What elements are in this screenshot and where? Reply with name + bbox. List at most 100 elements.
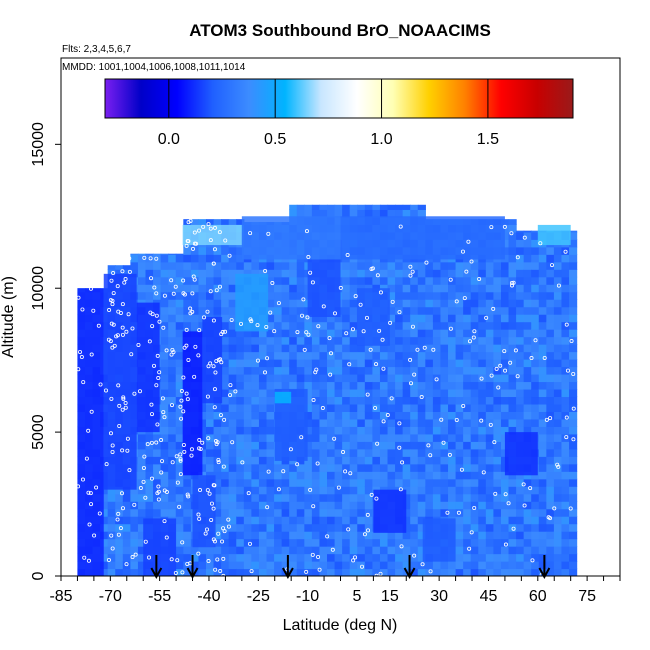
sample-point bbox=[118, 310, 123, 315]
sample-point bbox=[304, 330, 309, 335]
heatmap-cell bbox=[387, 261, 396, 270]
heatmap-cell bbox=[516, 284, 525, 293]
heatmap-cell bbox=[538, 486, 547, 495]
heatmap-cell bbox=[281, 463, 290, 472]
heatmap-cell bbox=[266, 329, 275, 338]
sample-point bbox=[191, 274, 196, 279]
heatmap-cell bbox=[228, 568, 237, 576]
heatmap-cell bbox=[364, 523, 373, 532]
heatmap-cell bbox=[160, 261, 169, 270]
heatmap-cell bbox=[334, 433, 343, 442]
heatmap-cell bbox=[311, 531, 321, 540]
heatmap-cell bbox=[546, 516, 555, 525]
heatmap-cell bbox=[379, 478, 389, 487]
heatmap-cell bbox=[190, 553, 200, 562]
heatmap-cell bbox=[236, 246, 245, 255]
heatmap-cell bbox=[538, 329, 547, 338]
heatmap-cell bbox=[266, 448, 275, 457]
heatmap-cell bbox=[319, 381, 328, 390]
sample-point bbox=[171, 291, 176, 296]
heatmap-cell bbox=[342, 261, 351, 270]
heatmap-cell bbox=[493, 344, 502, 353]
sample-point bbox=[422, 345, 427, 350]
sample-point bbox=[265, 356, 270, 361]
sample-point bbox=[212, 247, 217, 252]
heatmap-cell bbox=[561, 366, 570, 375]
heatmap-cell bbox=[198, 219, 207, 225]
sample-point bbox=[515, 255, 520, 260]
heatmap-cell bbox=[175, 546, 184, 555]
heatmap-cell bbox=[561, 411, 570, 420]
heatmap-cell bbox=[213, 269, 222, 278]
heatmap-cell bbox=[327, 366, 336, 375]
heatmap-cell bbox=[311, 478, 321, 487]
heatmap-cell bbox=[402, 299, 411, 308]
sample-point bbox=[564, 435, 569, 440]
sample-point bbox=[492, 440, 497, 445]
heatmap-cell bbox=[395, 261, 404, 270]
heatmap-cell bbox=[334, 336, 343, 345]
sample-point bbox=[116, 511, 121, 516]
heatmap-cell bbox=[175, 388, 184, 398]
heatmap-cell bbox=[311, 523, 321, 532]
heatmap-cell bbox=[243, 261, 252, 270]
heatmap-cell bbox=[553, 433, 563, 442]
heatmap-cell bbox=[221, 291, 230, 300]
heatmap-cell bbox=[175, 284, 184, 293]
heatmap-cell bbox=[417, 269, 426, 278]
heatmap-cell bbox=[236, 403, 245, 412]
heatmap-cell bbox=[455, 531, 464, 540]
heatmap-cell bbox=[243, 411, 252, 420]
heatmap-cell bbox=[251, 486, 260, 495]
heatmap-cell bbox=[493, 456, 502, 465]
heatmap-cell bbox=[327, 531, 336, 540]
sample-point bbox=[472, 506, 477, 511]
heatmap-cell bbox=[432, 478, 442, 487]
heatmap-cell bbox=[175, 336, 184, 345]
heatmap-cell bbox=[153, 253, 162, 255]
sample-point bbox=[208, 226, 213, 231]
heatmap-cell bbox=[546, 478, 555, 487]
heatmap-cell bbox=[508, 231, 517, 240]
sample-point bbox=[262, 370, 267, 375]
heatmap-cell bbox=[319, 478, 328, 487]
heatmap-cell bbox=[440, 418, 449, 427]
heatmap-cell bbox=[364, 411, 373, 420]
heatmap-cell bbox=[508, 531, 517, 540]
heatmap-cell bbox=[311, 403, 321, 412]
heatmap-cell bbox=[183, 276, 192, 285]
heatmap-cell bbox=[395, 396, 404, 405]
sample-point bbox=[196, 512, 201, 517]
heatmap-cell bbox=[432, 366, 442, 375]
heatmap-cell bbox=[395, 314, 404, 323]
heatmap-cell bbox=[364, 261, 373, 270]
heatmap-cell bbox=[258, 403, 268, 412]
sample-point bbox=[509, 231, 514, 236]
heatmap-cell bbox=[546, 336, 555, 345]
heatmap-cell bbox=[168, 493, 177, 502]
heatmap-cell bbox=[364, 463, 373, 472]
colorbar-tick-label: 0.5 bbox=[264, 131, 286, 148]
heatmap-cell bbox=[417, 388, 426, 398]
heatmap-cell bbox=[523, 516, 532, 525]
heatmap-cell bbox=[379, 411, 389, 420]
heatmap-cell bbox=[160, 359, 169, 368]
heatmap-cell bbox=[485, 403, 495, 412]
heatmap-cell bbox=[357, 418, 366, 427]
sample-point bbox=[208, 238, 213, 243]
heatmap-cell bbox=[538, 508, 547, 517]
heatmap-cell bbox=[168, 501, 177, 510]
sample-point bbox=[206, 436, 211, 441]
heatmap-cell bbox=[349, 366, 358, 375]
heatmap-cell bbox=[357, 471, 366, 480]
heatmap-cell bbox=[327, 508, 336, 517]
heatmap-cell bbox=[107, 493, 116, 502]
heatmap-cell bbox=[395, 381, 404, 390]
heatmap-cell bbox=[334, 373, 343, 383]
heatmap-cell bbox=[137, 531, 147, 540]
heatmap-cell bbox=[500, 246, 510, 255]
heatmap-cell bbox=[319, 204, 328, 210]
heatmap-cell bbox=[538, 381, 547, 390]
heatmap-cell bbox=[546, 508, 555, 517]
heatmap-cell bbox=[213, 493, 222, 502]
